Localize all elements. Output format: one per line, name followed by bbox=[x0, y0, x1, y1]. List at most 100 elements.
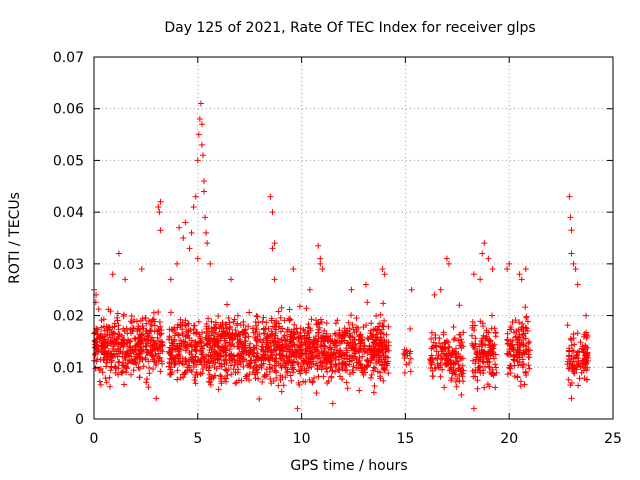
data-point bbox=[317, 316, 324, 323]
data-point bbox=[335, 354, 342, 361]
data-point bbox=[470, 405, 477, 412]
data-point bbox=[226, 326, 233, 333]
data-point bbox=[324, 368, 331, 375]
data-point bbox=[215, 338, 222, 345]
data-point bbox=[152, 361, 159, 368]
data-point bbox=[110, 341, 117, 348]
data-point bbox=[280, 382, 287, 389]
data-point bbox=[348, 286, 355, 293]
data-point bbox=[477, 276, 484, 283]
data-point bbox=[480, 323, 487, 330]
x-tick-label: 0 bbox=[90, 431, 99, 447]
data-point bbox=[142, 328, 149, 335]
data-point bbox=[230, 366, 237, 373]
data-point bbox=[202, 214, 209, 221]
data-point bbox=[279, 325, 286, 332]
data-point bbox=[107, 334, 114, 341]
data-point bbox=[472, 373, 479, 380]
data-point bbox=[190, 203, 197, 210]
data-point bbox=[306, 325, 313, 332]
data-point bbox=[511, 357, 518, 364]
data-point bbox=[297, 346, 304, 353]
data-point bbox=[304, 354, 311, 361]
data-point bbox=[136, 358, 143, 365]
data-point bbox=[114, 310, 121, 317]
data-point bbox=[313, 346, 320, 353]
data-point bbox=[190, 326, 197, 333]
data-point bbox=[239, 328, 246, 335]
data-point bbox=[229, 340, 236, 347]
data-point bbox=[568, 250, 575, 257]
data-point bbox=[525, 362, 532, 369]
data-point bbox=[105, 306, 112, 313]
data-point bbox=[277, 328, 284, 335]
data-point bbox=[487, 349, 494, 356]
data-point bbox=[429, 354, 435, 361]
data-point bbox=[469, 368, 476, 375]
data-point bbox=[223, 360, 230, 367]
data-point bbox=[120, 336, 127, 343]
data-point bbox=[128, 313, 135, 320]
x-tick-label: 10 bbox=[293, 431, 311, 447]
data-point bbox=[110, 329, 117, 336]
data-point bbox=[247, 340, 254, 347]
data-point bbox=[114, 345, 121, 352]
data-point bbox=[328, 374, 335, 381]
data-point bbox=[254, 369, 261, 376]
data-point bbox=[175, 352, 182, 359]
data-point bbox=[320, 338, 327, 345]
data-point bbox=[383, 344, 390, 351]
data-point bbox=[310, 339, 317, 346]
data-point bbox=[107, 350, 114, 357]
data-point bbox=[104, 356, 111, 363]
data-point bbox=[479, 250, 486, 257]
data-point bbox=[242, 326, 249, 333]
data-point bbox=[192, 193, 199, 200]
data-point bbox=[297, 342, 304, 349]
data-point bbox=[432, 342, 439, 349]
data-point bbox=[225, 315, 232, 322]
data-point bbox=[336, 327, 343, 334]
data-point bbox=[97, 381, 104, 388]
data-point bbox=[483, 327, 490, 334]
data-point bbox=[100, 350, 107, 357]
data-point bbox=[241, 345, 248, 352]
data-point bbox=[240, 329, 247, 336]
data-point bbox=[345, 339, 352, 346]
data-point bbox=[455, 361, 462, 368]
data-point bbox=[325, 378, 332, 385]
data-point bbox=[152, 322, 159, 329]
data-point bbox=[198, 141, 205, 148]
data-point bbox=[222, 339, 229, 346]
data-point bbox=[195, 318, 202, 325]
data-point bbox=[287, 331, 294, 338]
data-point bbox=[126, 338, 133, 345]
data-point bbox=[353, 359, 360, 366]
data-point bbox=[168, 339, 175, 346]
data-point bbox=[169, 345, 176, 352]
data-point bbox=[346, 358, 353, 365]
data-point bbox=[441, 339, 448, 346]
data-point bbox=[443, 255, 450, 262]
data-point bbox=[235, 340, 242, 347]
data-point bbox=[193, 369, 200, 376]
y-tick-label: 0.01 bbox=[53, 360, 84, 376]
data-point bbox=[204, 328, 211, 335]
data-point bbox=[288, 377, 295, 384]
y-tick-label: 0.04 bbox=[53, 205, 84, 221]
data-point bbox=[311, 374, 318, 381]
data-point bbox=[268, 317, 275, 324]
data-point bbox=[154, 334, 161, 341]
data-point bbox=[489, 370, 496, 377]
data-point bbox=[93, 346, 100, 353]
data-point bbox=[476, 363, 483, 370]
data-point bbox=[177, 343, 184, 350]
data-point bbox=[383, 331, 390, 338]
data-point bbox=[267, 193, 274, 200]
data-point bbox=[452, 378, 459, 385]
data-point bbox=[196, 116, 203, 123]
data-point bbox=[507, 351, 514, 358]
data-point bbox=[204, 240, 211, 247]
data-point bbox=[194, 341, 201, 348]
data-point bbox=[578, 369, 585, 376]
